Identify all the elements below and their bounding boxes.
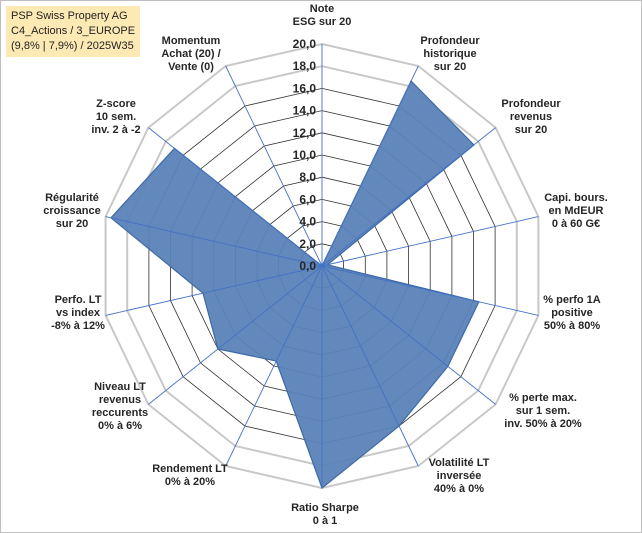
axis-label-6-line-0: Volatilité LT (429, 457, 490, 469)
info-company: PSP Swiss Property AG (11, 10, 128, 22)
axis-label-10-line-1: vs index (56, 307, 101, 319)
axis-label-8-line-0: Rendement LT (152, 463, 228, 475)
tick-label-5: 10,0 (293, 148, 317, 162)
tick-label-8: 16,0 (293, 81, 317, 95)
axis-label-11-line-0: Régularité (45, 192, 99, 204)
spoke-8 (225, 265, 323, 467)
axis-label-5-line-1: sur 1 sem. (516, 405, 570, 417)
axis-label-5-line-2: inv. 50% à 20% (504, 418, 582, 430)
axis-label-9: Niveau LT revenus reccurents 0% à 6% (92, 381, 148, 432)
axis-label-1-line-0: Profondeur (420, 35, 480, 47)
axis-label-12-line-0: Z-score (96, 98, 136, 110)
spoke-5 (321, 265, 496, 405)
axis-label-2-line-0: Profondeur (501, 98, 561, 110)
tick-label-7: 14,0 (293, 104, 317, 118)
axis-label-6-line-1: inversée (437, 470, 482, 482)
axis-label-9-line-0: Niveau LT (94, 381, 146, 393)
axis-label-6: Volatilité LT inversée 40% à 0% (429, 457, 490, 495)
axis-label-9-line-2: reccurents (92, 407, 148, 419)
spoke-12 (148, 127, 323, 267)
spoke-6 (321, 265, 419, 467)
spoke-3 (321, 216, 539, 267)
spoke-1 (321, 65, 419, 267)
axis-label-3-line-2: 0 à 60 G€ (552, 218, 600, 230)
axis-label-4-line-0: % perfo 1A (543, 294, 601, 306)
axis-label-11-line-1: croissance (43, 205, 100, 217)
info-category: C4_Actions / 3_EUROPE (11, 25, 136, 37)
axis-label-2-line-1: revenus (510, 111, 552, 123)
axis-label-10-line-0: Perfo. LT (55, 294, 102, 306)
axis-label-3-line-0: Capi. bours. (544, 192, 608, 204)
axis-label-0-line-1: ESG sur 20 (293, 16, 352, 28)
tick-label-6: 12,0 (293, 126, 317, 140)
tick-label-1: 2,0 (299, 237, 316, 251)
axis-label-1-line-1: historique (423, 48, 476, 60)
spoke-2 (321, 127, 496, 267)
spoke-4 (321, 265, 539, 316)
tick-label-0: 0,0 (299, 259, 316, 273)
axis-label-8: Rendement LT 0% à 20% (152, 463, 228, 488)
tick-label-9: 18,0 (293, 59, 317, 73)
axis-label-5: % perte max. sur 1 sem. inv. 50% à 20% (504, 392, 582, 430)
info-period: (9,8% | 7,9%) / 2025W35 (11, 40, 134, 52)
spoke-9 (148, 265, 323, 405)
axis-label-12: Z-score 10 sem. inv. 2 à -2 (91, 98, 140, 136)
tick-label-4: 8,0 (299, 170, 316, 184)
axis-label-13-line-0: Momentum (162, 35, 221, 47)
axis-label-13-line-2: Vente (0) (168, 61, 214, 73)
axis-label-2-line-2: sur 20 (515, 124, 547, 136)
axis-label-1-line-2: sur 20 (434, 61, 466, 73)
info-box: PSP Swiss Property AG C4_Actions / 3_EUR… (6, 6, 141, 57)
axis-label-5-line-0: % perte max. (509, 392, 577, 404)
axis-label-0: Note ESG sur 20 (293, 3, 352, 28)
axis-label-0-line-0: Note (310, 3, 334, 15)
axis-label-10: Perfo. LT vs index -8% à 12% (51, 294, 105, 332)
axis-label-4: % perfo 1A positive 50% à 80% (543, 294, 601, 332)
axis-label-11: Régularité croissance sur 20 (43, 192, 100, 230)
axis-label-10-line-2: -8% à 12% (51, 320, 105, 332)
axis-label-12-line-1: 10 sem. (96, 111, 136, 123)
axis-label-8-line-1: 0% à 20% (165, 476, 215, 488)
tick-label-3: 6,0 (299, 192, 316, 206)
axis-label-3: Capi. bours. en MdEUR 0 à 60 G€ (544, 192, 608, 230)
axis-label-11-line-2: sur 20 (56, 218, 88, 230)
axis-label-2: Profondeur revenus sur 20 (501, 98, 561, 136)
spoke-10 (105, 265, 323, 316)
tick-label-10: 20,0 (293, 37, 317, 51)
axis-label-12-line-2: inv. 2 à -2 (91, 124, 140, 136)
axis-label-4-line-2: 50% à 80% (544, 320, 600, 332)
axis-label-7: Ratio Sharpe 0 à 1 (291, 502, 359, 527)
spoke-11 (105, 216, 323, 267)
axis-label-9-line-1: revenus (99, 394, 141, 406)
axis-label-4-line-1: positive (551, 307, 593, 319)
tick-label-2: 4,0 (299, 215, 316, 229)
axis-label-3-line-1: en MdEUR (549, 205, 604, 217)
axis-label-7-line-1: 0 à 1 (313, 515, 337, 527)
axis-label-13-line-1: Achat (20) / (161, 48, 220, 60)
axis-label-13: Momentum Achat (20) / Vente (0) (161, 35, 220, 73)
axis-label-9-line-3: 0% à 6% (98, 420, 142, 432)
axis-label-7-line-0: Ratio Sharpe (291, 502, 359, 514)
spoke-13 (225, 65, 323, 267)
axis-label-6-line-2: 40% à 0% (434, 483, 484, 495)
axis-label-1: Profondeur historique sur 20 (420, 35, 480, 73)
